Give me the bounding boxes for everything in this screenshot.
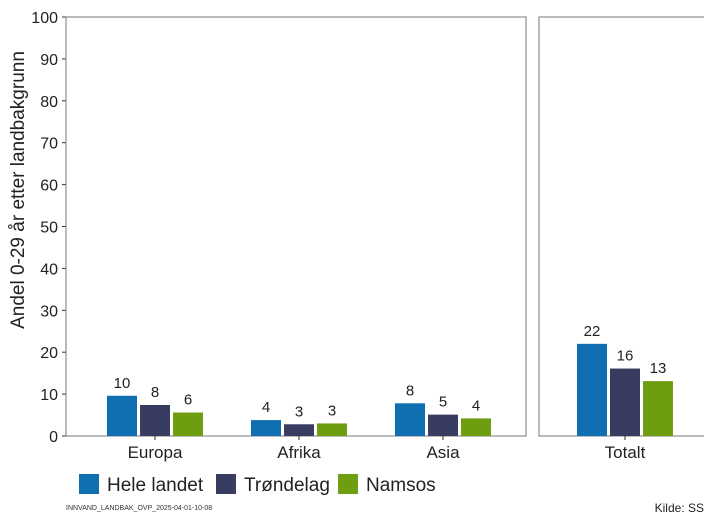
panel-1: Totalt 22 16 13: [538, 16, 704, 462]
bar: [107, 395, 137, 436]
y-tick-label: 40: [40, 261, 58, 278]
bar: [610, 368, 640, 436]
y-tick-label: 70: [40, 136, 58, 153]
panel-0: Europa 10 8 6 Afrika 4 3 3 Asia 8 5 4: [65, 16, 527, 462]
data-label: 8: [151, 384, 159, 401]
data-label: 4: [472, 397, 480, 414]
y-tick-label: 80: [40, 94, 58, 111]
y-tick-label: 50: [40, 220, 58, 237]
data-label: 3: [295, 403, 303, 420]
data-label: 3: [328, 402, 336, 419]
y-tick-label: 90: [40, 52, 58, 69]
data-label: 13: [650, 360, 667, 377]
data-label: 4: [262, 399, 270, 416]
legend-label: Trøndelag: [244, 475, 330, 496]
source-note: Kilde: SS: [655, 501, 704, 514]
bar: [317, 423, 347, 436]
legend-swatch: [338, 474, 358, 494]
data-label: 6: [184, 392, 192, 409]
y-axis-label: Andel 0-29 år etter landbakgrunn: [8, 51, 29, 329]
bar: [140, 404, 170, 436]
y-tick-label: 20: [40, 345, 58, 362]
category-label: Afrika: [277, 443, 321, 462]
legend: Hele landet Trøndelag Namsos: [79, 474, 436, 496]
y-tick-label: 60: [40, 178, 58, 195]
bar: [577, 343, 607, 436]
legend-swatch: [216, 474, 236, 494]
bar: [428, 414, 458, 436]
bar: [173, 412, 203, 436]
legend-label: Namsos: [366, 475, 436, 496]
bar: [461, 418, 491, 436]
y-tick-label: 10: [40, 387, 58, 404]
legend-item: Namsos: [338, 474, 436, 496]
category-label: Asia: [426, 443, 460, 462]
category-label: Europa: [128, 443, 183, 462]
data-label: 10: [114, 375, 131, 392]
data-label: 8: [406, 382, 414, 399]
legend-swatch: [79, 474, 99, 494]
bar: [643, 381, 673, 436]
bar: [251, 420, 281, 436]
bar: [284, 424, 314, 436]
y-tick-label: 30: [40, 303, 58, 320]
y-tick-label: 0: [49, 429, 58, 446]
panel-frame: [65, 16, 527, 437]
y-tick-label: 100: [31, 10, 58, 27]
legend-item: Hele landet: [79, 474, 204, 496]
bar: [395, 403, 425, 436]
data-label: 5: [439, 394, 447, 411]
footer-code: INNVAND_LANDBAK_OVP_2025-04-01-10-08: [66, 505, 212, 512]
legend-label: Hele landet: [107, 475, 204, 496]
legend-item: Trøndelag: [216, 474, 330, 496]
chart-panels: Europa 10 8 6 Afrika 4 3 3 Asia 8 5 4 Totalt 22 16 13: [65, 16, 704, 462]
data-label: 22: [584, 323, 601, 340]
category-label: Totalt: [605, 443, 646, 462]
data-label: 16: [617, 348, 634, 365]
y-axis: 0 10 20 30 40 50 60 70 80 90 100: [31, 10, 66, 446]
